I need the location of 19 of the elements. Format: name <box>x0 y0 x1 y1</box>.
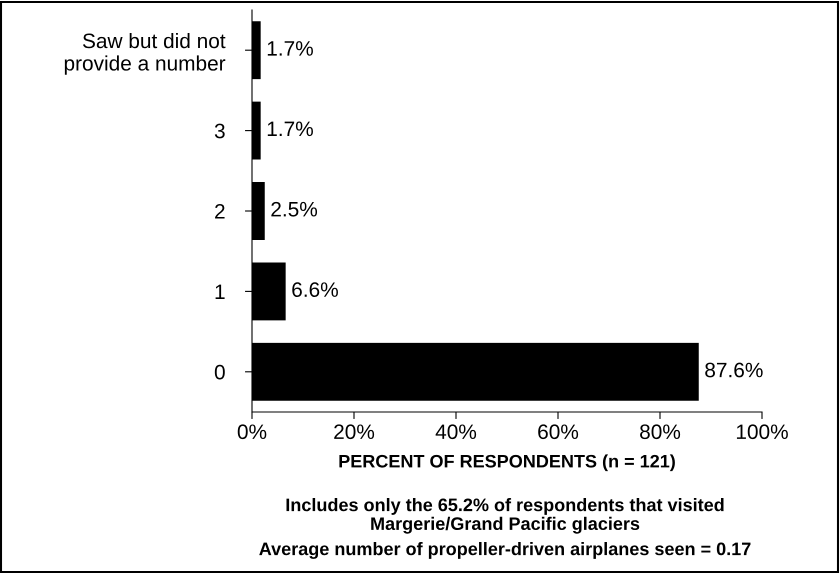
data-label: 1.7% <box>268 41 313 56</box>
y-tick-label: 3 <box>214 124 225 138</box>
data-label: 87.6% <box>705 362 763 378</box>
y-tick-label: Saw but did not provide a number <box>64 32 226 75</box>
y-tick-label: 2 <box>215 204 225 219</box>
data-label: 6.6% <box>292 282 338 297</box>
x-axis-title: PERCENT OF RESPONDENTS (n = 121) <box>339 454 675 472</box>
x-tick-label: 40% <box>436 424 476 440</box>
x-tick-label: 20% <box>334 424 374 440</box>
text: Average number of propeller-driven airplanes seen = 0.17 <box>259 542 750 559</box>
x-tick-label: 60% <box>538 424 578 440</box>
x-tick-label: 80% <box>640 424 680 440</box>
x-tick-label: 100% <box>736 424 788 440</box>
y-tick-label: 0 <box>214 364 225 380</box>
x-tick-label: 0% <box>238 424 266 440</box>
data-label: 2.5% <box>271 202 318 217</box>
text: Includes only the 65.2% of respondents that visited Margerie/Grand Pacific glaciers <box>286 498 724 534</box>
data-label: 1.7% <box>268 122 313 136</box>
y-tick-label: 1 <box>216 284 225 299</box>
